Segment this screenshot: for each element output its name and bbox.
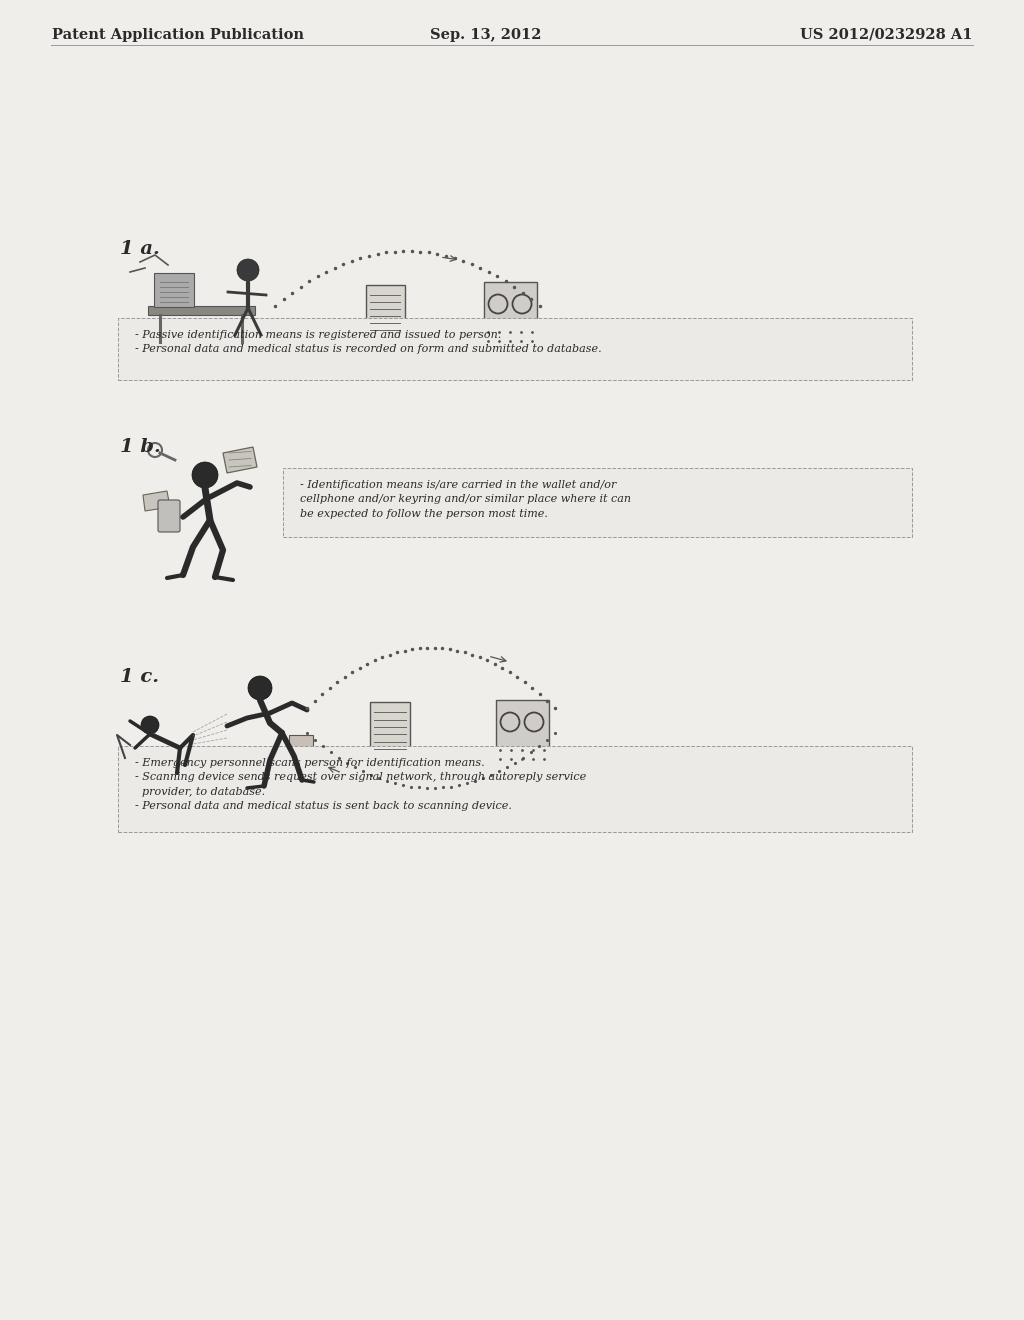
Text: 1 a.: 1 a. xyxy=(120,240,160,257)
Polygon shape xyxy=(148,306,255,315)
Circle shape xyxy=(141,715,159,734)
Circle shape xyxy=(237,259,259,281)
FancyBboxPatch shape xyxy=(366,285,404,335)
FancyBboxPatch shape xyxy=(118,318,912,380)
Text: US 2012/0232928 A1: US 2012/0232928 A1 xyxy=(800,28,972,42)
Text: 1 b.: 1 b. xyxy=(120,438,161,455)
FancyBboxPatch shape xyxy=(158,500,180,532)
Polygon shape xyxy=(143,491,170,511)
Text: - Identification means is/are carried in the wallet and/or
cellphone and/or keyr: - Identification means is/are carried in… xyxy=(300,480,631,519)
FancyBboxPatch shape xyxy=(283,469,912,537)
FancyBboxPatch shape xyxy=(370,701,411,755)
FancyBboxPatch shape xyxy=(289,735,313,759)
Text: Sep. 13, 2012: Sep. 13, 2012 xyxy=(430,28,542,42)
Polygon shape xyxy=(223,447,257,473)
Text: - Emergency personnel scans person for identification means.
- Scanning device s: - Emergency personnel scans person for i… xyxy=(135,758,587,812)
Text: Patent Application Publication: Patent Application Publication xyxy=(52,28,304,42)
Circle shape xyxy=(191,462,218,488)
FancyBboxPatch shape xyxy=(496,700,549,764)
Circle shape xyxy=(248,676,272,700)
Text: - Passive identification means is registered and issued to person.
- Personal da: - Passive identification means is regist… xyxy=(135,330,602,354)
FancyBboxPatch shape xyxy=(154,273,194,308)
Text: 1 c.: 1 c. xyxy=(120,668,159,686)
FancyBboxPatch shape xyxy=(483,281,537,346)
FancyBboxPatch shape xyxy=(118,746,912,832)
